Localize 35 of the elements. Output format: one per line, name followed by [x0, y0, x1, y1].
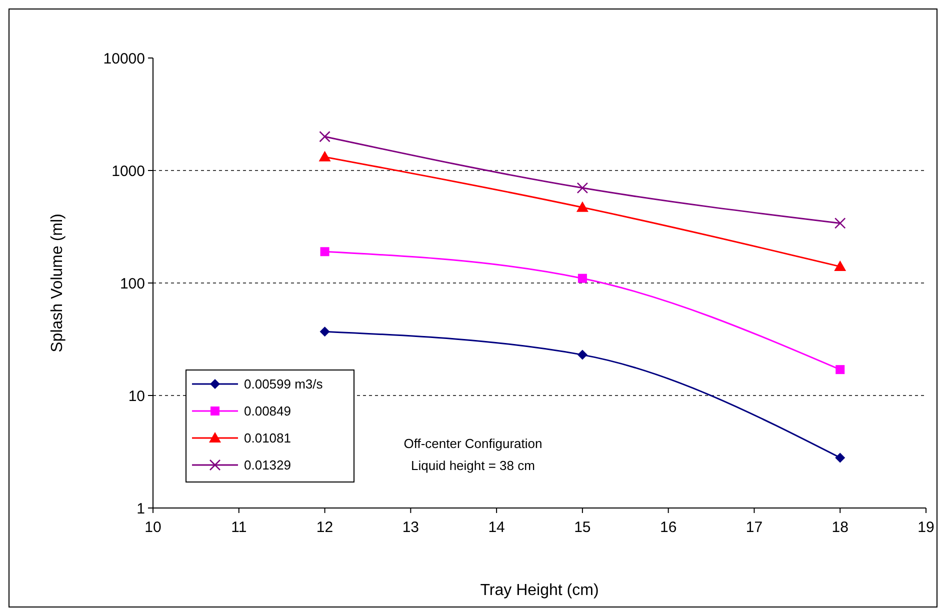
legend-label: 0.01329 — [244, 458, 291, 473]
x-tick-label: 18 — [832, 519, 848, 536]
y-tick-label: 10000 — [103, 50, 145, 68]
point — [577, 350, 588, 360]
point — [576, 201, 588, 212]
point — [578, 274, 587, 283]
point — [834, 260, 846, 272]
y-tick-label: 1 — [136, 500, 145, 518]
y-axis-title: Splash Volume (ml) — [49, 214, 66, 352]
x-tick-label: 16 — [660, 519, 677, 536]
y-tick-label: 1000 — [112, 162, 145, 180]
legend-label: 0.01081 — [244, 430, 291, 446]
x-tick-label: 13 — [402, 519, 420, 536]
x-tick-label: 17 — [746, 519, 763, 536]
y-tick-label: 100 — [120, 275, 145, 292]
x-axis-title: Tray Height (cm) — [480, 582, 599, 599]
annotation: Off-center Configuration — [404, 436, 542, 451]
x-tick-label: 11 — [231, 519, 247, 536]
point — [835, 452, 846, 463]
legend-label: 0.00849 — [244, 404, 291, 419]
point — [576, 182, 588, 194]
annotation: Liquid height = 38 cm — [411, 458, 535, 473]
x-tick-label: 15 — [574, 519, 591, 536]
y-tick-label: 10 — [128, 388, 145, 405]
point — [320, 326, 330, 337]
x-tick-label: 12 — [316, 519, 334, 536]
point — [836, 365, 845, 374]
x-tick-label: 19 — [918, 519, 934, 536]
point — [319, 130, 330, 142]
x-tick-label: 14 — [488, 519, 505, 536]
point — [318, 150, 331, 162]
legend-label: 0.00599 m3/s — [244, 376, 324, 392]
point — [834, 218, 846, 229]
point — [320, 247, 330, 256]
x-tick-label: 10 — [144, 519, 162, 536]
